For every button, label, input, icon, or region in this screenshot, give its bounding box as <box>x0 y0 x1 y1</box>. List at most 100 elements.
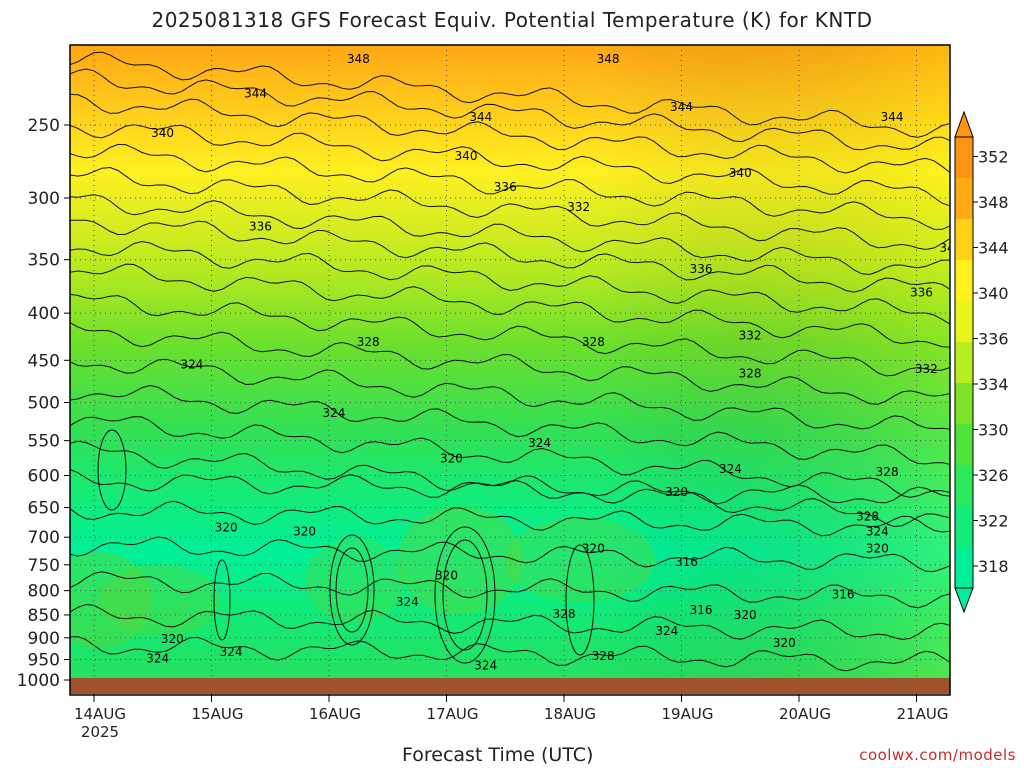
y-tick-label: 750 <box>28 556 60 576</box>
contour-line <box>70 219 950 293</box>
colorbar-label: 336 <box>978 330 1009 349</box>
contour-label: 320 <box>582 541 605 555</box>
contour-label: 320 <box>161 632 184 646</box>
colorbar-segment <box>955 260 973 301</box>
contour-label: 324 <box>146 652 169 666</box>
contour-label: 324 <box>322 406 345 420</box>
y-tick-label: 850 <box>28 606 60 626</box>
contour-label: 324 <box>180 358 203 372</box>
contour-line <box>70 194 950 275</box>
y-tick-label: 800 <box>28 582 60 602</box>
contour-label: 324 <box>396 595 419 609</box>
contour-line <box>70 51 950 138</box>
x-tick-label: 14AUG <box>74 705 126 723</box>
y-tick-label: 400 <box>28 304 60 324</box>
contour-label: 336 <box>249 219 272 233</box>
contour-label: 316 <box>675 555 698 569</box>
contour-label: 328 <box>582 335 605 349</box>
contour-line <box>70 166 950 251</box>
y-tick-label: 350 <box>28 251 60 271</box>
colorbar-label: 318 <box>978 557 1009 576</box>
y-tick-label: 250 <box>28 116 60 136</box>
colorbar-label: 344 <box>978 239 1009 258</box>
contour-line <box>70 293 950 377</box>
contour-label: 336 <box>910 286 933 300</box>
source-credit: coolwx.com/models <box>859 746 1016 764</box>
contour-label: 324 <box>866 524 889 538</box>
colorbar-segment <box>955 506 973 547</box>
contour-label: 316 <box>690 603 713 617</box>
y-tick-label: 500 <box>28 394 60 414</box>
contour-line <box>70 143 950 230</box>
colorbar-label: 352 <box>978 148 1009 167</box>
contour-label: 344 <box>881 110 904 124</box>
colorbar-label: 340 <box>978 284 1009 303</box>
x-axis-title: Forecast Time (UTC) <box>402 744 594 766</box>
contour-label: 324 <box>220 645 243 659</box>
contour-label: 332 <box>739 329 762 343</box>
contour-line <box>70 500 950 537</box>
contour-loop <box>335 547 369 633</box>
colorbar-segment <box>955 178 973 219</box>
colorbar-segment <box>955 547 973 588</box>
contour-label: 328 <box>876 465 899 479</box>
contour-line <box>70 468 950 505</box>
contour-label: 328 <box>739 366 762 380</box>
contour-label: 324 <box>528 436 551 450</box>
contour-line <box>70 240 950 325</box>
x-tick-label: 20AUG <box>779 705 831 723</box>
y-tick-label: 550 <box>28 432 60 452</box>
y-tick-label: 950 <box>28 650 60 670</box>
colorbar-segment <box>955 301 973 342</box>
contour-label: 340 <box>151 126 174 140</box>
colorbar-segment <box>955 383 973 424</box>
colorbar-label: 326 <box>978 466 1009 485</box>
warm-pocket <box>397 506 523 614</box>
contour-label: 320 <box>665 485 688 499</box>
terrain-strip <box>70 678 950 694</box>
contour-label: 348 <box>597 52 620 66</box>
contour-loop <box>97 429 127 511</box>
plot-area: 348 348 344 344 344 344 340 340 340 340 336 336 336 3… <box>69 44 962 696</box>
y-tick-label: 650 <box>28 499 60 519</box>
contour-loop <box>213 559 231 641</box>
x-tick-label: 19AUG <box>662 705 714 723</box>
contour-label: 340 <box>455 149 478 163</box>
x-tick-label: 18AUG <box>544 705 596 723</box>
contour-label: 320 <box>293 524 316 538</box>
contour-label: 344 <box>670 100 693 114</box>
contour-line <box>70 571 950 609</box>
contour-line <box>70 384 950 465</box>
colorbar-label: 330 <box>978 421 1009 440</box>
contour-line <box>70 603 950 640</box>
contour-label: 332 <box>915 362 938 376</box>
contour-label: 320 <box>866 541 889 555</box>
contour-label: 320 <box>435 568 458 582</box>
contour-label: 348 <box>347 52 370 66</box>
colorbar-segment <box>955 137 973 178</box>
contour-loop <box>434 526 496 664</box>
y-tick-label: 450 <box>28 351 60 371</box>
contour-label: 324 <box>474 658 497 672</box>
x-tick-label: 16AUG <box>309 705 361 723</box>
x-tick-label: 17AUG <box>427 705 479 723</box>
contour-line <box>70 440 950 528</box>
y-tick-label: 1000 <box>17 671 60 691</box>
contour-line <box>70 124 950 207</box>
chart-title: 2025081318 GFS Forecast Equiv. Potential… <box>151 8 873 32</box>
warm-pocket <box>100 564 220 636</box>
contour-label: 336 <box>494 180 517 194</box>
warm-pocket <box>505 518 655 602</box>
y-tick-label: 700 <box>28 528 60 548</box>
colorbar-segment <box>955 219 973 260</box>
contour-line <box>70 68 950 151</box>
contour-label: 324 <box>655 624 678 638</box>
colorbar: 318 322 326 330 334 336 340 344 348 352 <box>954 110 1009 614</box>
x-axis: 14AUG 15AUG 16AUG 17AUG 18AUG 19AUG 20AUG 21AUG… <box>74 694 948 741</box>
colorbar-segment <box>955 465 973 506</box>
contour-label: 320 <box>440 451 463 465</box>
colorbar-label: 348 <box>978 193 1009 212</box>
contour-label: 340 <box>939 241 962 255</box>
warm-pocket <box>70 552 153 648</box>
colorbar-bottom-triangle <box>954 587 974 614</box>
